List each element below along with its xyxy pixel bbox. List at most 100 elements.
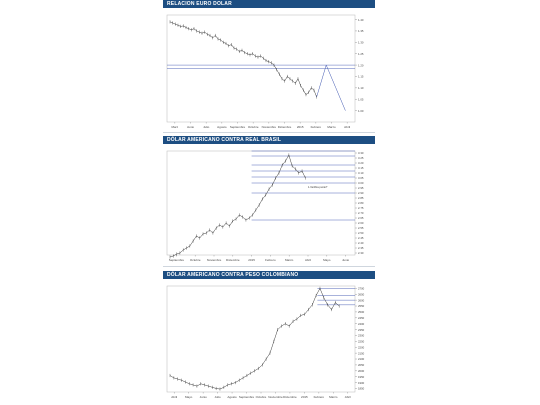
y-tick-label: 1.15 — [358, 75, 364, 79]
y-tick-label: 2.95 — [358, 186, 364, 190]
y-tick-label: 2350 — [358, 328, 365, 332]
x-tick-label: Noviembre — [268, 395, 283, 399]
y-tick-label: 2.90 — [358, 191, 364, 195]
x-tick-label: Abril — [171, 395, 177, 399]
x-tick-label: Mayo — [185, 395, 193, 399]
x-tick-label: Junio — [200, 395, 208, 399]
y-tick-label: 3.15 — [358, 166, 364, 170]
x-tick-label: Octubre — [256, 395, 267, 399]
panel-euro-dolar: RELACION EURO DOLAR — [163, 0, 375, 8]
y-tick-label: 2.75 — [358, 206, 364, 210]
y-tick-label: 3.10 — [358, 171, 364, 175]
y-tick-label: 1.00 — [358, 109, 364, 113]
x-tick-label: Junio — [342, 258, 350, 262]
y-tick-label: 2.35 — [358, 246, 364, 250]
chart-euro-dolar: 1.40 1.35 1.30 1.25 1.20 1.15 1.10 1.05 1.00 Marz… — [166, 14, 364, 129]
panel-title: DÓLAR AMERICANO CONTRA PESO COLOMBIANO — [163, 271, 375, 279]
y-tick-label: 1.10 — [358, 86, 364, 90]
x-tick-label: Marzo — [327, 125, 336, 129]
chart-dolar-real: 3.303.253.203.153.103.053.002.952.902.85… — [166, 150, 364, 262]
x-tick-label: Marzo — [285, 258, 294, 262]
y-tick-label: 2.40 — [358, 241, 364, 245]
y-tick-label: 1.30 — [358, 41, 364, 45]
x-tick-label: Febrero — [314, 395, 325, 399]
y-tick-label: 2250 — [358, 340, 365, 344]
y-tick-label: 1.40 — [358, 18, 364, 22]
y-tick-label: 2550 — [358, 304, 365, 308]
x-tick-label: Agosto — [227, 395, 237, 399]
x-tick-label: Abril — [344, 125, 350, 129]
x-tick-label: 2015 — [297, 125, 304, 129]
x-tick-label: 2015 — [301, 395, 308, 399]
projection-line — [316, 64, 346, 111]
y-tick-label: 2150 — [358, 351, 365, 355]
plot-frame — [166, 150, 356, 256]
panel-title: DÓLAR AMERICANO CONTRA REAL BRASIL — [163, 136, 375, 144]
panel-title: RELACION EURO DOLAR — [163, 0, 375, 8]
y-tick-label: 2650 — [358, 292, 365, 296]
annotation: 1.Verifica punto? — [308, 185, 328, 189]
panel-dolar-peso: DÓLAR AMERICANO CONTRA PESO COLOMBIANO — [163, 271, 375, 279]
x-tick-label: Abril — [345, 395, 351, 399]
y-tick-label: 2450 — [358, 316, 365, 320]
y-tick-label: 1850 — [358, 387, 365, 391]
x-tick-label: Octubre — [190, 258, 201, 262]
y-tick-label: 3.25 — [358, 156, 364, 160]
series-line — [169, 154, 306, 258]
panel-dolar-real: DÓLAR AMERICANO CONTRA REAL BRASIL — [163, 136, 375, 144]
x-tick-label: Julio — [203, 125, 210, 129]
x-tick-label: 2015 — [248, 258, 255, 262]
x-tick-label: Septiembre — [230, 125, 246, 129]
plot-frame — [166, 285, 356, 393]
y-tick-label: 3.20 — [358, 161, 364, 165]
y-tick-label: 2.30 — [358, 251, 364, 255]
x-tick-label: Diciembre — [278, 125, 292, 129]
y-tick-label: 2.70 — [358, 211, 364, 215]
x-tick-label: Febrero — [265, 258, 276, 262]
y-tick-label: 2000 — [358, 369, 365, 373]
divider — [163, 266, 375, 267]
y-tick-label: 1950 — [358, 375, 365, 379]
y-tick-label: 2.85 — [358, 196, 364, 200]
x-tick-label: Marzo — [329, 395, 338, 399]
y-tick-label: 2400 — [358, 322, 365, 326]
series-line — [169, 21, 317, 98]
y-tick-label: 1900 — [358, 381, 365, 385]
y-tick-label: 2.80 — [358, 201, 364, 205]
x-tick-label: Septiembre — [169, 258, 185, 262]
x-tick-label: Diciembre — [226, 258, 240, 262]
divider — [163, 132, 375, 133]
x-tick-label: Abril — [305, 258, 311, 262]
y-tick-label: 2.50 — [358, 231, 364, 235]
x-tick-label: Noviembre — [262, 125, 277, 129]
x-tick-label: Diciembre — [283, 395, 297, 399]
y-tick-label: 2600 — [358, 298, 365, 302]
series-line — [169, 287, 340, 390]
y-tick-label: 1.25 — [358, 52, 364, 56]
y-tick-label: 3.30 — [358, 151, 364, 155]
y-tick-label: 2300 — [358, 334, 365, 338]
x-tick-label: Noviembre — [207, 258, 222, 262]
y-tick-label: 1.05 — [358, 97, 364, 101]
x-tick-label: Octubre — [248, 125, 259, 129]
y-tick-label: 2050 — [358, 363, 365, 367]
x-tick-label: Julio — [215, 395, 222, 399]
y-tick-label: 2100 — [358, 357, 365, 361]
x-tick-label: Agosto — [217, 125, 227, 129]
y-tick-label: 2.45 — [358, 236, 364, 240]
y-tick-label: 2700 — [358, 287, 365, 291]
y-tick-label: 2200 — [358, 345, 365, 349]
y-tick-label: 2.65 — [358, 216, 364, 220]
y-tick-label: 1.20 — [358, 63, 364, 67]
y-tick-label: 2.60 — [358, 221, 364, 225]
y-tick-label: 2.55 — [358, 226, 364, 230]
x-tick-label: Febrero — [311, 125, 322, 129]
x-tick-label: Mayo — [323, 258, 331, 262]
x-tick-label: Septiembre — [239, 395, 255, 399]
x-tick-label: Marz — [171, 125, 178, 129]
y-tick-label: 3.00 — [358, 181, 364, 185]
y-tick-label: 1.35 — [358, 29, 364, 33]
y-tick-label: 3.05 — [358, 176, 364, 180]
y-tick-label: 2500 — [358, 310, 365, 314]
